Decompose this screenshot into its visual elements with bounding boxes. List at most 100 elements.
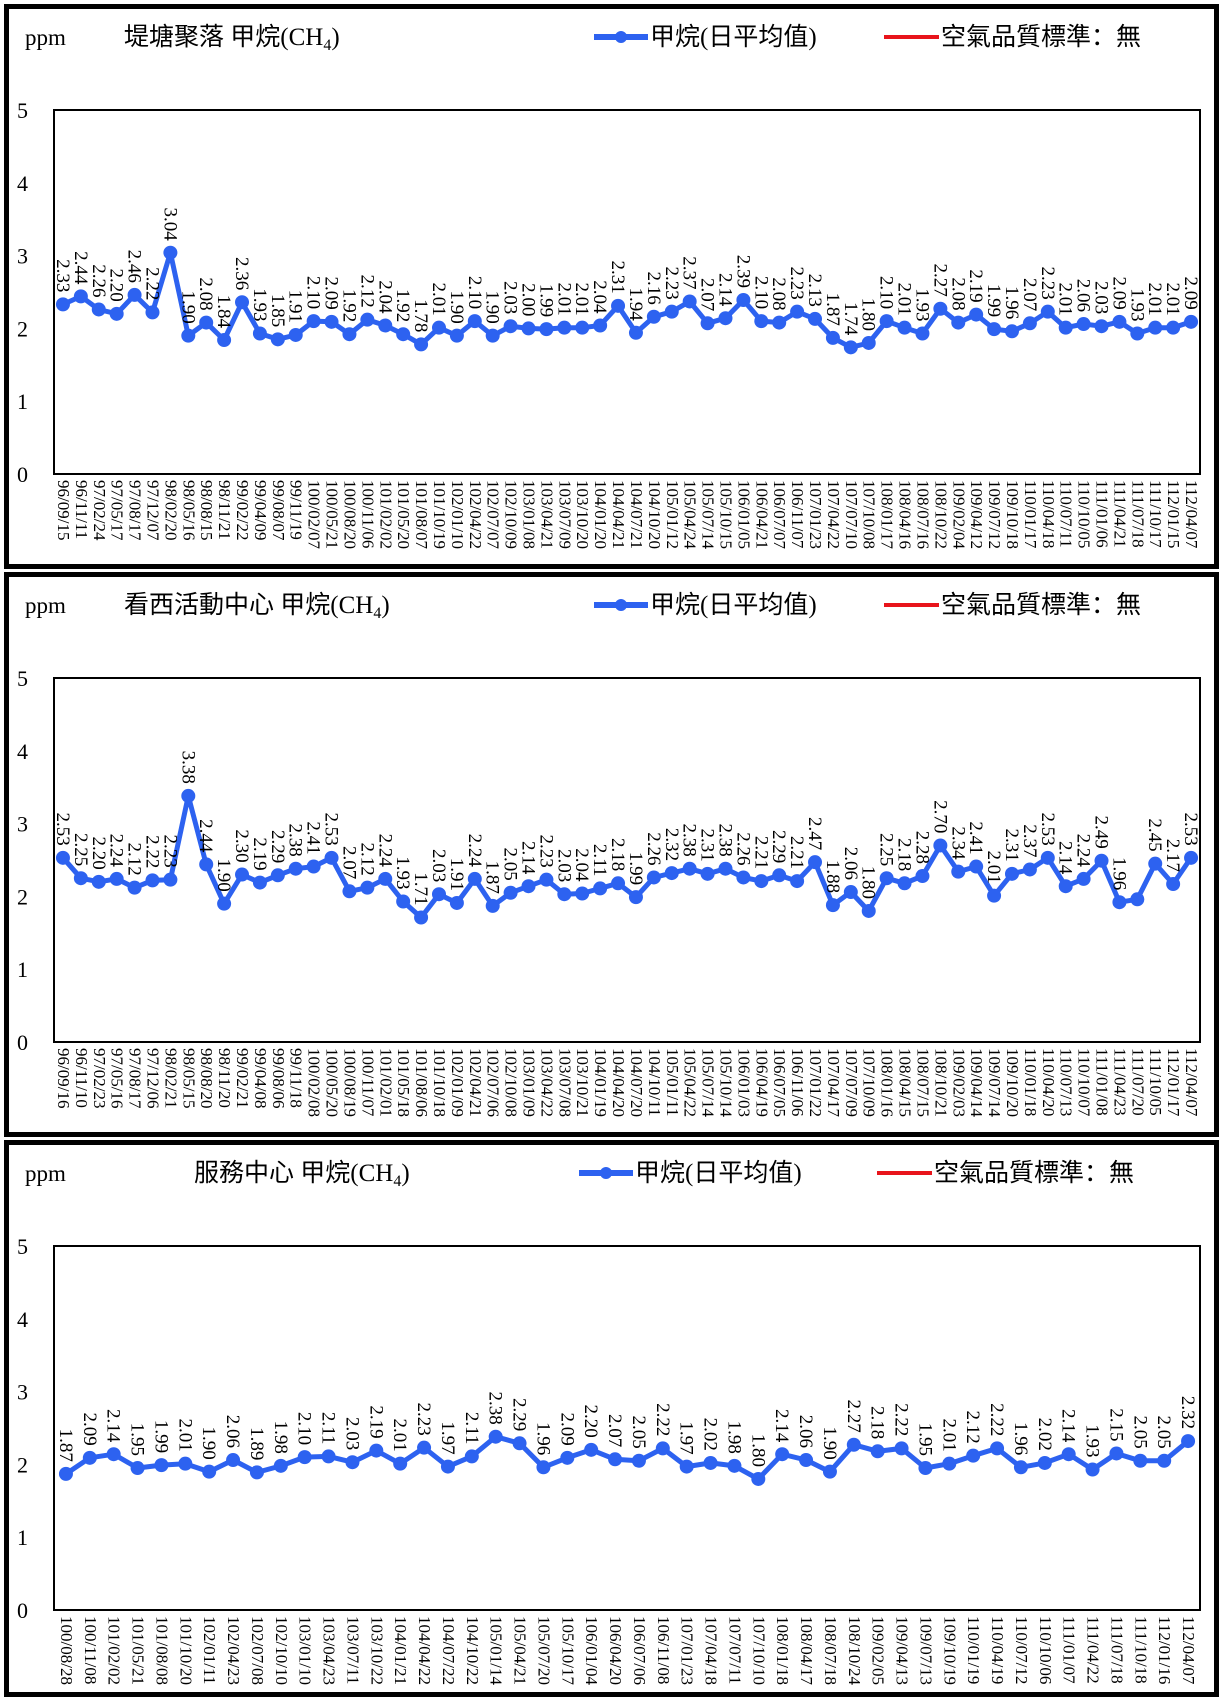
data-point (378, 871, 393, 886)
x-tick-label: 97/05/17 (108, 480, 127, 541)
data-point (1040, 304, 1055, 319)
data-point (593, 881, 608, 896)
x-tick-label: 107/01/23 (806, 480, 825, 549)
data-point (790, 874, 805, 889)
x-tick-label: 110/01/18 (1021, 1048, 1040, 1116)
data-label: 2.07 (1019, 278, 1040, 311)
plot-area (53, 677, 1201, 1043)
data-label: 2.24 (374, 834, 395, 868)
x-tick-label: 99/11/18 (287, 1048, 306, 1108)
data-label: 2.01 (1162, 282, 1183, 315)
data-point (199, 315, 214, 330)
x-tick-label: 98/11/21 (215, 480, 234, 540)
data-label: 2.26 (88, 264, 109, 297)
data-point (861, 335, 876, 350)
data-point (682, 861, 697, 876)
x-tick-label: 103/04/22 (537, 1048, 556, 1117)
data-point (557, 887, 572, 902)
x-tick-label: 104/07/22 (439, 1616, 458, 1685)
data-point (539, 872, 554, 887)
data-label: 2.01 (983, 850, 1004, 883)
data-point (951, 864, 966, 879)
x-tick-label: 106/04/19 (752, 1048, 771, 1117)
x-tick-label: 101/10/18 (430, 1048, 449, 1117)
legend-standard-label: 空氣品質標準：無 (941, 23, 1141, 51)
x-tick-label: 111/04/23 (1110, 1048, 1129, 1116)
data-point (154, 1458, 169, 1473)
data-point (628, 325, 643, 340)
x-tick-label: 108/07/16 (914, 480, 933, 549)
data-label: 2.01 (938, 1418, 959, 1451)
chart-title-subscript: 4 (373, 605, 381, 622)
data-point (790, 304, 805, 319)
data-point (808, 311, 823, 326)
data-point (91, 302, 106, 317)
data-point (1094, 853, 1109, 868)
x-tick-label: 111/07/20 (1128, 1048, 1147, 1116)
data-label: 2.45 (1144, 818, 1165, 851)
x-tick-label: 106/04/20 (606, 1616, 625, 1685)
data-label: 1.97 (437, 1421, 458, 1454)
x-tick-label: 100/08/20 (341, 480, 360, 549)
x-tick-label: 104/07/20 (627, 1048, 646, 1117)
chart-svg: ppm 堤塘聚落 甲烷(CH4) 甲烷(日平均值) 空氣品質標準：無0123452.3… (17, 23, 1201, 549)
data-label: 1.94 (625, 288, 646, 322)
data-point (109, 306, 124, 321)
data-point (1166, 877, 1181, 892)
data-point (870, 1444, 885, 1459)
x-tick-label: 106/11/06 (788, 1048, 807, 1116)
x-tick-label: 99/11/19 (287, 480, 306, 540)
data-label: 2.10 (303, 276, 324, 309)
data-point (1130, 326, 1145, 341)
data-point (1130, 892, 1145, 907)
data-label: 2.02 (1034, 1418, 1055, 1451)
data-label: 2.21 (786, 836, 807, 869)
data-label: 2.37 (1019, 824, 1040, 857)
x-tick-label: 102/10/09 (502, 480, 521, 549)
x-tick-label: 111/07/18 (1128, 480, 1147, 548)
x-tick-label: 103/01/08 (520, 480, 539, 549)
x-tick-label: 109/04/13 (893, 1616, 912, 1685)
x-tick-label: 110/07/13 (1057, 1048, 1076, 1116)
x-tick-label: 96/09/15 (54, 480, 73, 540)
y-tick-label: 0 (17, 1598, 28, 1623)
chart-panel-kanxi: ppm 看西活動中心 甲烷(CH4) 甲烷(日平均值) 空氣品質標準：無 0 1 2 3 4 5 2… (4, 572, 1219, 1137)
data-label: 1.93 (912, 288, 933, 321)
data-point (1061, 1447, 1076, 1462)
data-label: 1.80 (747, 1434, 768, 1467)
data-point (1022, 862, 1037, 877)
x-tick-label: 109/02/05 (869, 1616, 888, 1685)
data-label: 2.14 (518, 841, 539, 875)
x-tick-label: 107/07/09 (842, 1048, 861, 1117)
x-tick-label: 111/04/22 (1084, 1616, 1103, 1684)
data-label: 1.93 (1126, 288, 1147, 321)
data-label: 2.19 (965, 269, 986, 302)
data-point (369, 1443, 384, 1458)
data-point (799, 1453, 814, 1468)
x-tick-label: 107/04/18 (702, 1616, 721, 1685)
data-label: 2.23 (1037, 266, 1058, 299)
x-tick-label: 99/02/21 (233, 1048, 252, 1108)
x-tick-label: 103/07/08 (555, 1048, 574, 1117)
chart-title-subscript: 4 (323, 37, 331, 54)
x-tick-label: 102/04/23 (224, 1616, 243, 1685)
data-label: 2.14 (771, 1409, 792, 1443)
data-point (467, 314, 482, 329)
data-label: 2.09 (1180, 277, 1201, 310)
chart-title: 服務中心 甲烷(CH4) (194, 1159, 410, 1190)
data-label: 1.91 (446, 858, 467, 891)
x-tick-label: 96/11/11 (72, 480, 91, 539)
data-point (987, 888, 1002, 903)
data-label: 2.21 (750, 836, 771, 869)
y-tick-label: 3 (17, 244, 28, 269)
data-label: 2.32 (661, 828, 682, 861)
data-point (918, 1461, 933, 1476)
data-point (360, 312, 375, 327)
data-label: 1.96 (1001, 286, 1022, 319)
data-label: 2.14 (103, 1409, 124, 1443)
x-tick-label: 101/08/08 (152, 1616, 171, 1685)
x-tick-label: 100/02/08 (305, 1048, 324, 1117)
data-label: 2.18 (607, 838, 628, 871)
x-tick-label: 111/10/18 (1131, 1616, 1150, 1684)
data-label: 2.38 (485, 1391, 506, 1424)
